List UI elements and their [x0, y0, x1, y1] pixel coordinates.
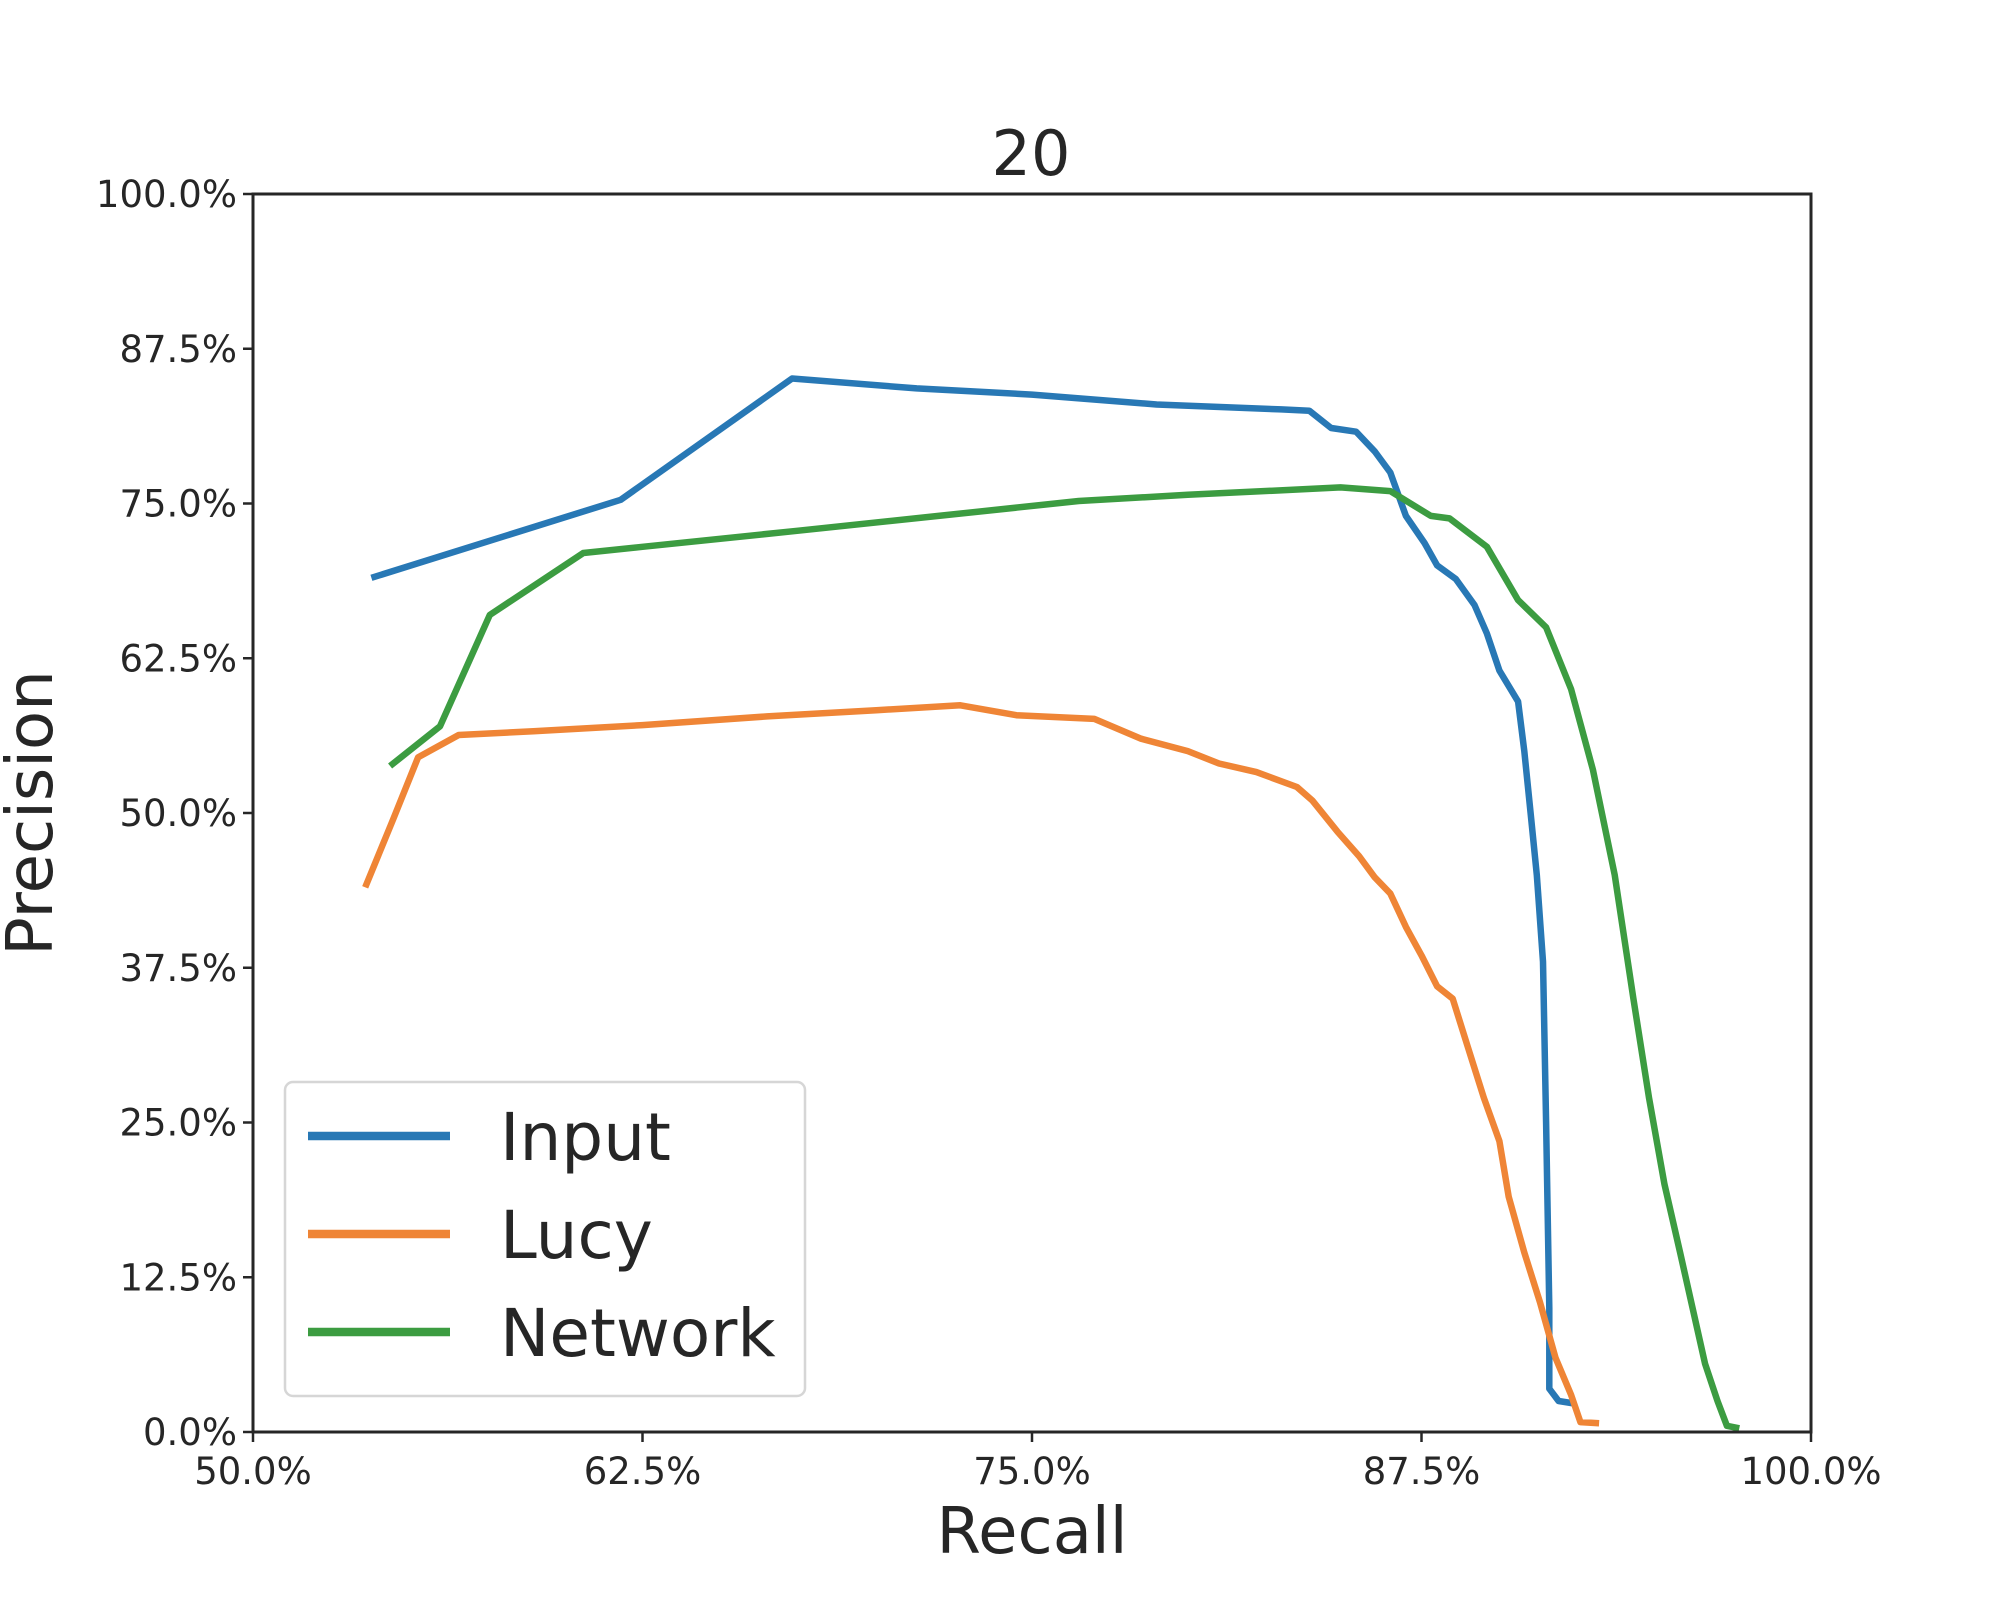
- y-axis: 0.0% 12.5% 25.0% 37.5% 50.0% 62.5% 75.0% 87.5% 1…: [96, 173, 253, 1454]
- x-tick-label: 100.0%: [1740, 1450, 1881, 1493]
- y-tick-label: 25.0%: [119, 1102, 237, 1145]
- y-tick-label: 12.5%: [119, 1256, 237, 1299]
- x-axis: 50.0% 62.5% 75.0% 87.5% 100.0%: [194, 1432, 1882, 1493]
- series-line-lucy: [362, 702, 1600, 1427]
- y-tick-label: 75.0%: [119, 483, 237, 526]
- legend-label-lucy: Lucy: [500, 1197, 653, 1274]
- x-tick-label: 62.5%: [584, 1450, 702, 1493]
- legend: Input Lucy Network: [283, 1080, 807, 1398]
- x-tick-label: 75.0%: [973, 1450, 1091, 1493]
- series-line-network: [388, 484, 1740, 1432]
- y-tick-label: 0.0%: [143, 1411, 237, 1454]
- y-tick-label: 37.5%: [119, 947, 237, 990]
- y-tick-label: 50.0%: [119, 792, 237, 835]
- x-tick-label: 50.0%: [194, 1450, 312, 1493]
- y-tick-label: 62.5%: [119, 637, 237, 680]
- x-axis-title: Recall: [937, 1495, 1128, 1569]
- y-tick-label: 100.0%: [96, 173, 237, 216]
- legend-label-network: Network: [500, 1295, 776, 1372]
- series-line-input: [370, 375, 1575, 1407]
- legend-label-input: Input: [500, 1099, 671, 1176]
- y-axis-title: Precision: [0, 670, 68, 956]
- legend-box: [283, 1080, 807, 1398]
- y-tick-label: 87.5%: [119, 328, 237, 371]
- legend-entries: Input Lucy Network: [308, 1099, 776, 1372]
- series-layer: [362, 375, 1740, 1432]
- chart-title: 20: [992, 117, 1071, 190]
- x-tick-label: 87.5%: [1363, 1450, 1481, 1493]
